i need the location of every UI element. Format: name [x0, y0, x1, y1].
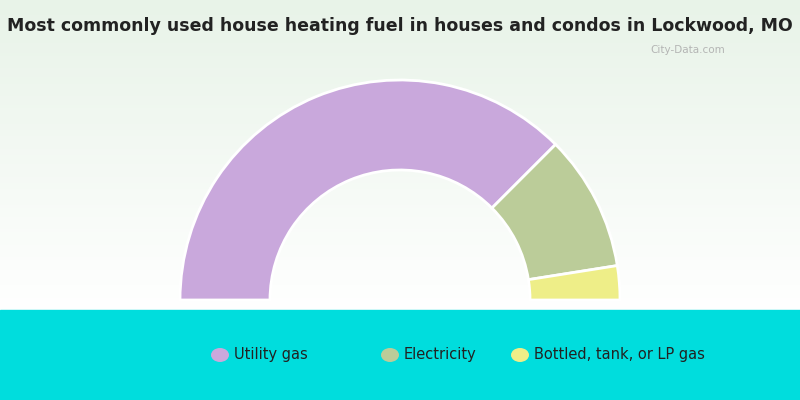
Text: Electricity: Electricity: [404, 348, 477, 362]
Wedge shape: [492, 144, 618, 280]
Ellipse shape: [381, 348, 399, 362]
Text: City-Data.com: City-Data.com: [650, 45, 725, 55]
Wedge shape: [180, 80, 555, 300]
Text: Utility gas: Utility gas: [234, 348, 308, 362]
Ellipse shape: [511, 348, 529, 362]
Text: Most commonly used house heating fuel in houses and condos in Lockwood, MO: Most commonly used house heating fuel in…: [7, 17, 793, 35]
Text: Bottled, tank, or LP gas: Bottled, tank, or LP gas: [534, 348, 705, 362]
Wedge shape: [528, 266, 620, 300]
Bar: [0, 310, 800, 400]
Ellipse shape: [211, 348, 229, 362]
